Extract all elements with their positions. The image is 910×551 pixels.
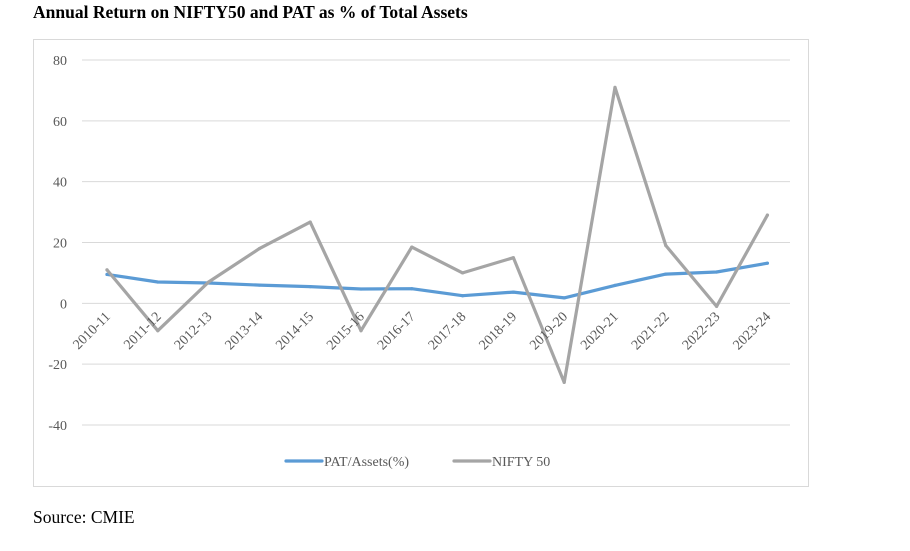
data-point bbox=[308, 285, 312, 289]
y-tick-label: -40 bbox=[48, 419, 67, 434]
data-point bbox=[765, 261, 770, 265]
chart-title: Annual Return on NIFTY50 and PAT as % of… bbox=[33, 2, 468, 22]
data-point bbox=[207, 280, 211, 284]
series-line-nifty-50 bbox=[105, 85, 770, 384]
data-point bbox=[257, 246, 261, 251]
x-tick-label: 2020-21 bbox=[578, 310, 622, 354]
data-point bbox=[511, 256, 515, 260]
data-point bbox=[257, 283, 261, 287]
y-tick-label: 60 bbox=[53, 115, 67, 130]
y-tick-label: 40 bbox=[53, 176, 67, 191]
x-tick-label: 2017-18 bbox=[426, 310, 470, 354]
data-point bbox=[359, 287, 363, 291]
data-point bbox=[105, 268, 109, 272]
data-point bbox=[461, 294, 465, 298]
x-tick-label: 2021-22 bbox=[629, 310, 673, 354]
y-tick-label: -20 bbox=[48, 358, 67, 373]
data-point bbox=[562, 296, 566, 300]
data-point bbox=[410, 287, 414, 291]
data-point bbox=[562, 380, 566, 385]
data-point bbox=[715, 270, 719, 274]
x-tick-label: 2018-19 bbox=[477, 310, 521, 354]
y-tick-label: 80 bbox=[53, 54, 67, 69]
series-line-pat-assets bbox=[105, 261, 770, 300]
x-tick-label: 2014-15 bbox=[273, 310, 317, 354]
x-tick-label: 2023-24 bbox=[731, 310, 775, 354]
y-tick-label: 20 bbox=[53, 237, 67, 252]
data-point bbox=[664, 272, 668, 276]
data-point bbox=[664, 243, 668, 248]
data-point bbox=[461, 271, 465, 275]
data-point bbox=[613, 283, 617, 287]
data-point bbox=[308, 220, 312, 224]
x-tick-label: 2016-17 bbox=[375, 310, 419, 354]
source-note: Source: CMIE bbox=[33, 507, 135, 527]
x-tick-label: 2022-23 bbox=[680, 310, 724, 354]
chart-frame bbox=[33, 39, 809, 487]
data-point bbox=[765, 213, 770, 217]
data-point bbox=[410, 245, 414, 249]
x-tick-label: 2013-14 bbox=[223, 310, 267, 354]
data-point bbox=[156, 329, 160, 333]
data-point bbox=[511, 290, 515, 294]
x-tick-label: 2012-13 bbox=[172, 310, 216, 354]
legend-label-nifty-50: NIFTY 50 bbox=[492, 455, 550, 470]
x-tick-label: 2010-11 bbox=[71, 310, 114, 353]
data-point bbox=[359, 329, 363, 333]
legend-label-pat-assets: PAT/Assets(%) bbox=[324, 455, 409, 470]
data-point bbox=[715, 304, 719, 308]
data-point bbox=[105, 272, 109, 277]
data-point bbox=[156, 280, 160, 284]
data-point bbox=[613, 85, 617, 89]
y-tick-label: 0 bbox=[60, 297, 67, 312]
